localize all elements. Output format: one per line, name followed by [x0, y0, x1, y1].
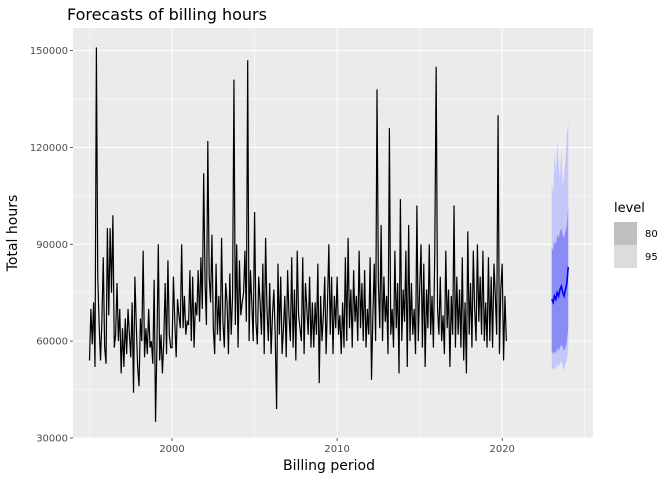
legend-label-80: 80	[645, 229, 658, 240]
y-tick-label: 30000	[36, 434, 68, 445]
history-series-line	[88, 47, 507, 422]
x-tick-label: 2000	[159, 444, 184, 455]
y-tick-label: 150000	[30, 46, 68, 57]
forecast-intervals	[551, 121, 569, 371]
legend: level 80 95	[614, 201, 658, 268]
plot-panel	[73, 28, 593, 438]
legend-key-80	[614, 222, 637, 245]
x-axis-ticks: 2000 2010 2020	[159, 438, 515, 455]
y-tick-label: 60000	[36, 337, 68, 348]
y-axis-ticks: 30000 60000 90000 120000 150000	[30, 46, 73, 445]
major-gridlines	[73, 28, 593, 439]
x-tick-label: 2010	[324, 444, 349, 455]
legend-label-95: 95	[645, 252, 658, 263]
legend-key-95	[614, 245, 637, 268]
forecast-mean-line	[550, 266, 570, 306]
y-axis-title: Total hours	[5, 195, 21, 273]
x-tick-label: 2020	[489, 444, 514, 455]
y-tick-label: 120000	[30, 143, 68, 154]
legend-title: level	[614, 201, 645, 216]
x-axis-title: Billing period	[283, 458, 375, 474]
chart-title: Forecasts of billing hours	[67, 5, 267, 24]
y-tick-label: 90000	[36, 240, 68, 251]
interval-band-80	[551, 205, 569, 355]
